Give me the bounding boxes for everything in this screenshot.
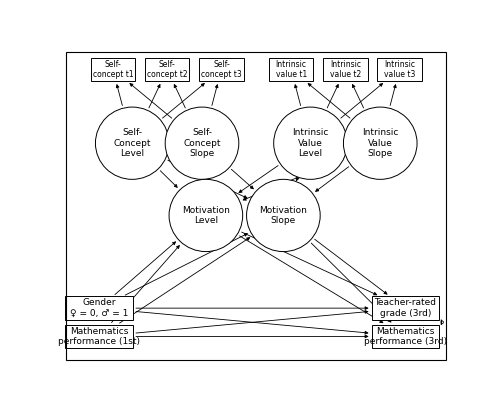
FancyBboxPatch shape xyxy=(372,325,440,348)
FancyBboxPatch shape xyxy=(90,58,135,81)
Text: Self-
Concept
Level: Self- Concept Level xyxy=(114,128,151,158)
Text: Mathematics
performance (3rd): Mathematics performance (3rd) xyxy=(364,327,447,346)
FancyBboxPatch shape xyxy=(372,296,440,320)
Text: Self-
concept t2: Self- concept t2 xyxy=(147,60,188,79)
FancyBboxPatch shape xyxy=(199,58,244,81)
Text: Intrinsic
Value
Slope: Intrinsic Value Slope xyxy=(362,128,399,158)
Text: Mathematics
performance (1st): Mathematics performance (1st) xyxy=(58,327,140,346)
FancyBboxPatch shape xyxy=(269,58,314,81)
Ellipse shape xyxy=(165,107,239,180)
Ellipse shape xyxy=(96,107,169,180)
Text: Intrinsic
value t3: Intrinsic value t3 xyxy=(384,60,416,79)
Text: Motivation
Level: Motivation Level xyxy=(182,206,230,225)
FancyBboxPatch shape xyxy=(66,325,133,348)
FancyBboxPatch shape xyxy=(323,58,368,81)
FancyBboxPatch shape xyxy=(66,296,133,320)
Ellipse shape xyxy=(274,107,347,180)
Ellipse shape xyxy=(169,180,242,252)
Text: Intrinsic
value t2: Intrinsic value t2 xyxy=(330,60,361,79)
Ellipse shape xyxy=(344,107,417,180)
Text: Self-
concept t1: Self- concept t1 xyxy=(92,60,133,79)
Text: Intrinsic
value t1: Intrinsic value t1 xyxy=(276,60,307,79)
FancyBboxPatch shape xyxy=(145,58,190,81)
Ellipse shape xyxy=(246,180,320,252)
Text: Self-
Concept
Slope: Self- Concept Slope xyxy=(183,128,221,158)
FancyArrowPatch shape xyxy=(441,320,444,325)
Text: Motivation
Slope: Motivation Slope xyxy=(260,206,308,225)
Text: Self-
concept t3: Self- concept t3 xyxy=(201,60,242,79)
Text: Intrinsic
Value
Level: Intrinsic Value Level xyxy=(292,128,328,158)
Text: Gender
♀ = 0, ♂ = 1: Gender ♀ = 0, ♂ = 1 xyxy=(70,298,128,318)
Text: Teacher-rated
grade (3rd): Teacher-rated grade (3rd) xyxy=(374,298,436,318)
FancyBboxPatch shape xyxy=(378,58,422,81)
